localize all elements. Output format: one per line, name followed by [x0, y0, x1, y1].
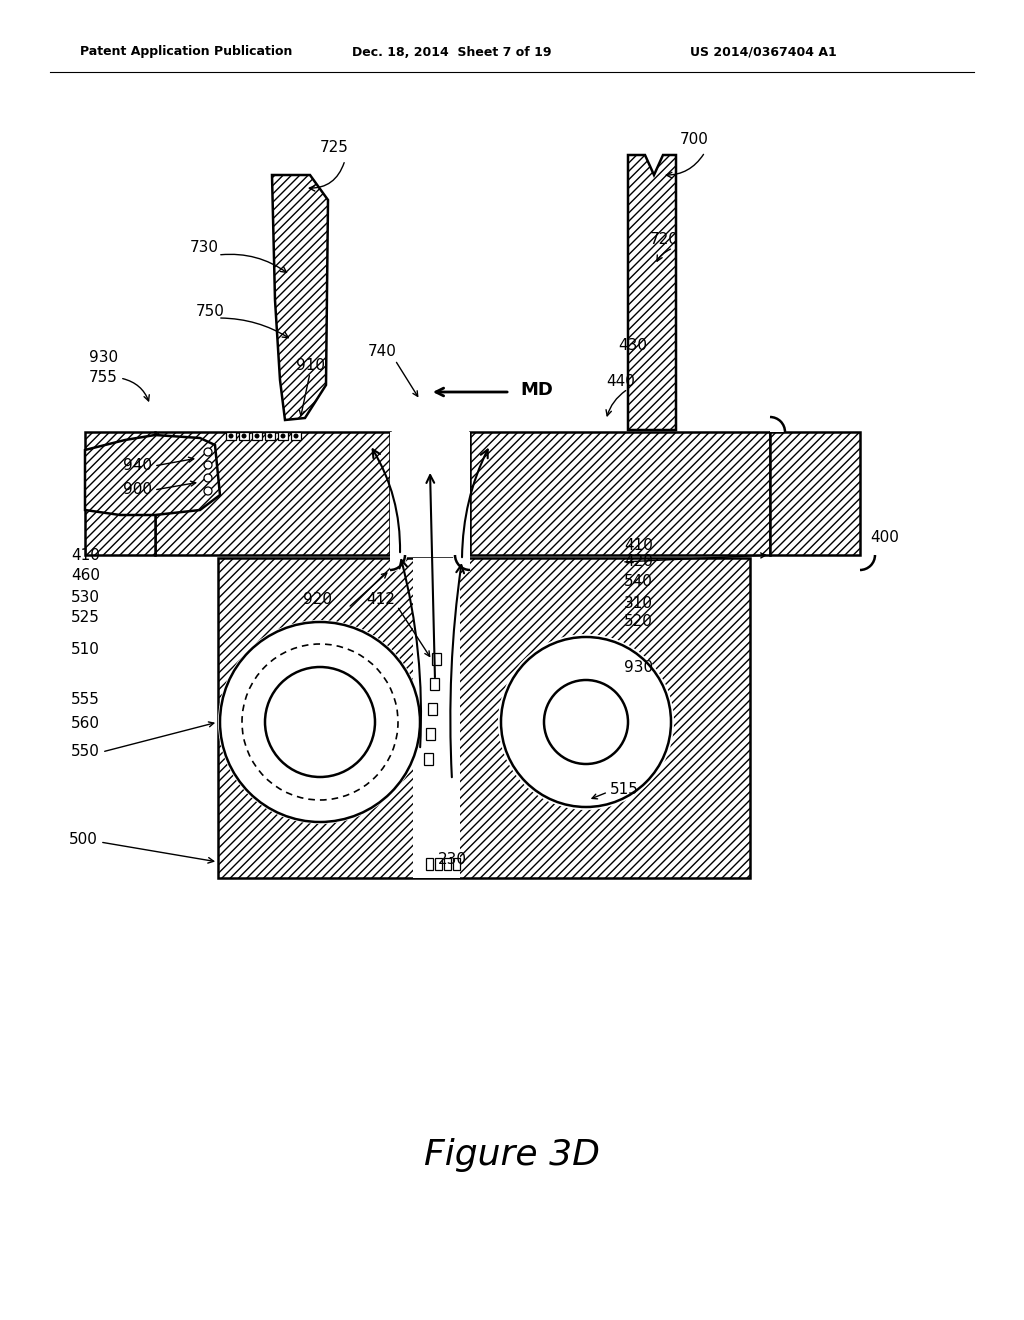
Text: Patent Application Publication: Patent Application Publication — [80, 45, 293, 58]
Text: 700: 700 — [680, 132, 709, 148]
Polygon shape — [390, 432, 470, 554]
Text: 750: 750 — [196, 305, 225, 319]
Text: 420: 420 — [624, 554, 653, 569]
Text: 530: 530 — [71, 590, 100, 606]
Circle shape — [204, 474, 212, 482]
Circle shape — [242, 433, 247, 438]
FancyArrowPatch shape — [667, 154, 703, 178]
Wedge shape — [455, 554, 470, 570]
Text: Figure 3D: Figure 3D — [424, 1138, 600, 1172]
Circle shape — [281, 433, 286, 438]
Text: 515: 515 — [610, 783, 639, 797]
Polygon shape — [85, 432, 155, 554]
FancyArrowPatch shape — [309, 162, 344, 191]
Text: 520: 520 — [624, 615, 653, 630]
FancyArrowPatch shape — [123, 379, 150, 401]
FancyArrowPatch shape — [462, 450, 487, 557]
FancyArrowPatch shape — [221, 318, 289, 338]
Text: 755: 755 — [89, 371, 118, 385]
Circle shape — [255, 433, 259, 438]
Wedge shape — [770, 417, 785, 432]
Bar — [226, 432, 236, 440]
Text: 525: 525 — [71, 610, 100, 626]
Polygon shape — [155, 432, 390, 554]
Text: US 2014/0367404 A1: US 2014/0367404 A1 — [690, 45, 837, 58]
FancyArrowPatch shape — [373, 449, 400, 552]
Polygon shape — [85, 436, 220, 515]
Bar — [426, 858, 433, 870]
Text: 310: 310 — [624, 595, 653, 610]
Text: 930: 930 — [624, 660, 653, 676]
Bar — [239, 432, 249, 440]
FancyArrowPatch shape — [426, 475, 435, 677]
Text: MD: MD — [520, 381, 553, 399]
Text: 930: 930 — [89, 351, 118, 366]
Text: 500: 500 — [70, 833, 98, 847]
Text: 555: 555 — [71, 693, 100, 708]
Text: 920: 920 — [303, 593, 332, 607]
Text: 720: 720 — [650, 232, 679, 248]
Text: 412: 412 — [367, 593, 395, 607]
Circle shape — [218, 620, 422, 824]
Text: 440: 440 — [606, 375, 635, 389]
Bar — [278, 432, 288, 440]
FancyArrowPatch shape — [657, 249, 671, 261]
Text: Dec. 18, 2014  Sheet 7 of 19: Dec. 18, 2014 Sheet 7 of 19 — [352, 45, 552, 58]
Text: 410: 410 — [71, 549, 100, 564]
Bar — [432, 653, 441, 665]
Text: 430: 430 — [618, 338, 647, 354]
Text: 550: 550 — [71, 744, 100, 759]
Bar — [265, 432, 275, 440]
Text: 725: 725 — [319, 140, 349, 156]
Text: 230: 230 — [438, 853, 467, 867]
Polygon shape — [470, 432, 770, 554]
Bar — [426, 729, 435, 741]
Text: 910: 910 — [296, 358, 325, 372]
Polygon shape — [770, 432, 860, 554]
Polygon shape — [272, 176, 328, 420]
Circle shape — [294, 433, 299, 438]
Bar — [444, 858, 451, 870]
Text: 900: 900 — [123, 483, 152, 498]
Text: 540: 540 — [624, 574, 653, 590]
Bar — [435, 858, 442, 870]
Text: 400: 400 — [870, 531, 899, 545]
Text: 460: 460 — [71, 569, 100, 583]
Circle shape — [267, 433, 272, 438]
FancyArrowPatch shape — [102, 842, 214, 863]
Circle shape — [204, 461, 212, 469]
Text: 730: 730 — [190, 240, 219, 256]
Text: 410: 410 — [624, 537, 653, 553]
FancyArrowPatch shape — [221, 255, 287, 272]
Bar — [430, 678, 439, 690]
Bar — [428, 704, 437, 715]
Wedge shape — [390, 554, 406, 570]
Text: 510: 510 — [71, 643, 100, 657]
FancyArrowPatch shape — [451, 565, 464, 777]
Text: 560: 560 — [71, 717, 100, 731]
Circle shape — [228, 433, 233, 438]
Circle shape — [204, 447, 212, 455]
Circle shape — [498, 634, 674, 810]
Text: 940: 940 — [123, 458, 152, 474]
Polygon shape — [218, 558, 750, 878]
FancyArrowPatch shape — [606, 391, 626, 416]
Bar — [424, 752, 433, 766]
Circle shape — [204, 487, 212, 495]
FancyArrowPatch shape — [399, 560, 421, 747]
Polygon shape — [413, 558, 460, 878]
Text: 740: 740 — [368, 345, 397, 359]
Bar — [252, 432, 262, 440]
Bar — [291, 432, 301, 440]
Polygon shape — [628, 154, 676, 430]
Bar — [453, 858, 460, 870]
